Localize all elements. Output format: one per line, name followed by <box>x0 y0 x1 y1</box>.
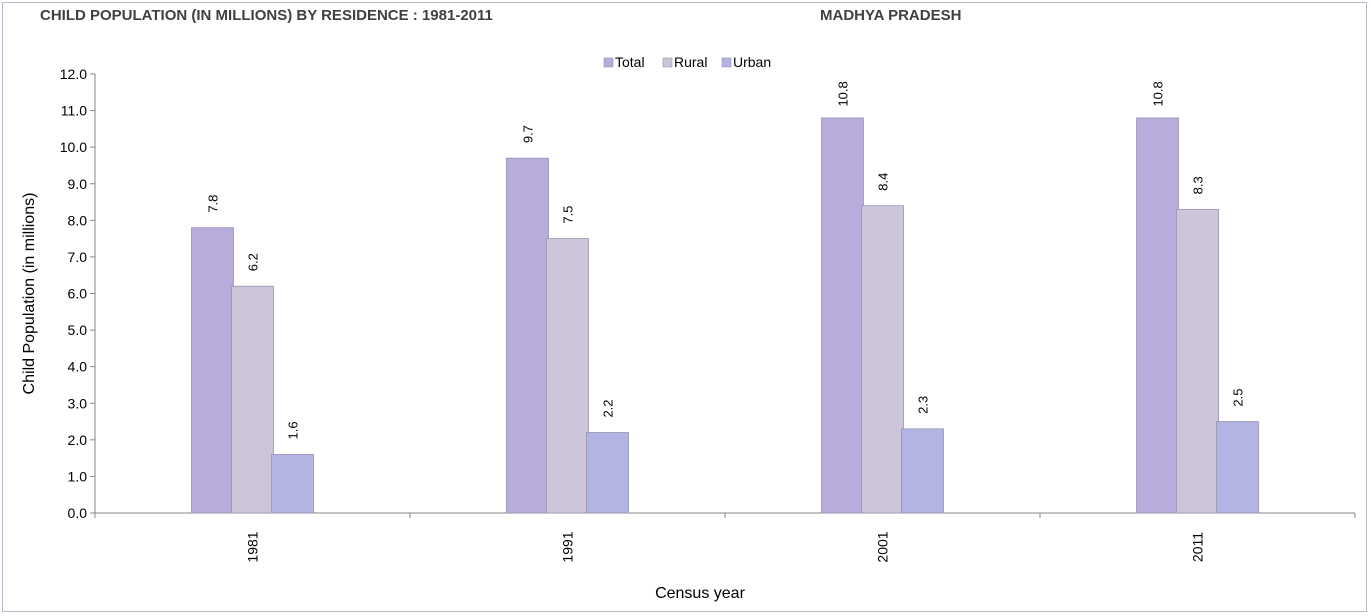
bar-total-1981 <box>191 227 234 514</box>
legend-swatch-urban <box>721 57 732 68</box>
bar-rural-1981 <box>231 285 274 514</box>
y-tick-label: 4.0 <box>68 359 88 375</box>
data-label-total-1991: 9.7 <box>521 125 536 143</box>
x-tick-label: 1991 <box>560 531 576 562</box>
bar-rural-2001 <box>861 205 904 514</box>
legend-label-rural: Rural <box>674 54 707 70</box>
chart-title: CHILD POPULATION (IN MILLIONS) BY RESIDE… <box>40 7 493 24</box>
y-tick-label: 10.0 <box>60 139 87 155</box>
bar-urban-2011 <box>1216 421 1259 514</box>
y-tick-label: 7.0 <box>68 249 88 265</box>
data-label-urban-2001: 2.3 <box>916 396 931 414</box>
legend-swatch-total <box>603 57 614 68</box>
y-tick-label: 2.0 <box>68 432 88 448</box>
y-axis-title: Child Population (in millions) <box>21 193 38 395</box>
legend: Total Rural Urban <box>603 54 771 70</box>
data-label-urban-1991: 2.2 <box>601 399 616 417</box>
y-tick-label: 9.0 <box>68 176 88 192</box>
y-tick-label: 1.0 <box>68 468 88 484</box>
data-label-rural-2011: 8.3 <box>1191 176 1206 194</box>
bar-urban-1991 <box>586 432 629 514</box>
y-tick-label: 5.0 <box>68 322 88 338</box>
legend-swatch-rural <box>662 57 673 68</box>
bar-rural-2011 <box>1176 208 1219 514</box>
x-tick-label: 2001 <box>875 531 891 562</box>
bar-total-2001 <box>821 117 864 514</box>
y-tick-label: 6.0 <box>68 286 88 302</box>
data-label-rural-1991: 7.5 <box>561 206 576 224</box>
y-tick-label: 0.0 <box>68 505 88 521</box>
data-label-urban-2011: 2.5 <box>1231 389 1246 407</box>
y-tick-label: 3.0 <box>68 395 88 411</box>
data-label-total-2001: 10.8 <box>836 81 851 106</box>
data-label-rural-2001: 8.4 <box>876 173 891 191</box>
y-tick-label: 12.0 <box>60 66 87 82</box>
data-label-rural-1981: 6.2 <box>246 253 261 271</box>
data-label-total-1981: 7.8 <box>206 195 221 213</box>
bar-rural-1991 <box>546 238 589 514</box>
bar-urban-2001 <box>901 428 944 514</box>
legend-label-total: Total <box>615 54 645 70</box>
data-label-urban-1981: 1.6 <box>286 421 301 439</box>
chart-subtitle: MADHYA PRADESH <box>820 7 962 24</box>
bar-urban-1981 <box>271 454 314 514</box>
bar-total-1991 <box>506 157 549 514</box>
x-tick-label: 2011 <box>1190 532 1206 562</box>
bar-total-2011 <box>1136 117 1179 514</box>
y-tick-label: 8.0 <box>68 212 88 228</box>
x-tick-label: 1981 <box>245 531 261 562</box>
data-label-total-2011: 10.8 <box>1151 81 1166 106</box>
legend-label-urban: Urban <box>733 54 771 70</box>
x-axis-title: Census year <box>655 585 745 602</box>
y-tick-label: 11.0 <box>61 103 87 119</box>
